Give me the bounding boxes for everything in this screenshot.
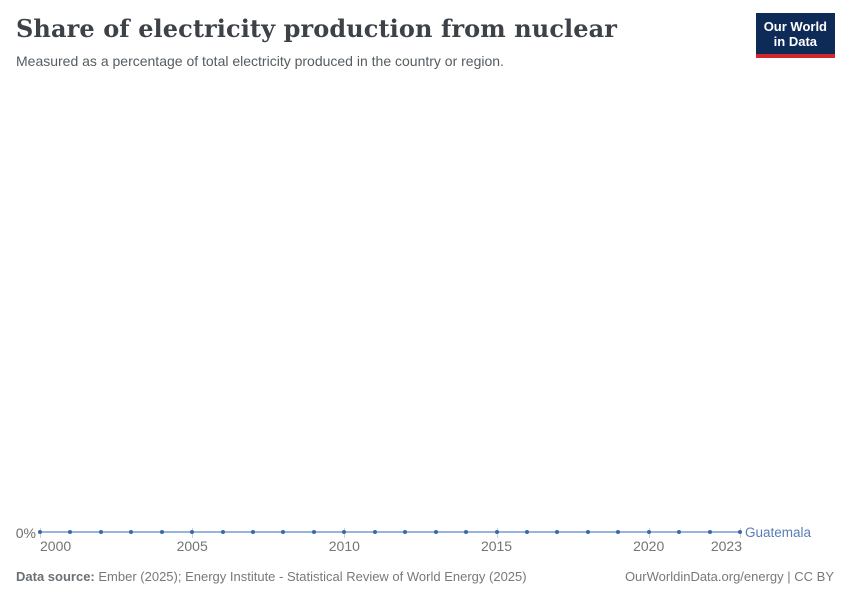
data-point-2004	[159, 530, 164, 534]
owid-logo-line2: in Data	[773, 34, 818, 49]
data-point-2002	[98, 530, 103, 534]
data-point-2021	[677, 530, 682, 534]
data-point-2019	[616, 530, 621, 534]
data-point-2012	[403, 530, 408, 534]
data-point-2022	[707, 530, 712, 534]
data-point-2001	[68, 530, 73, 534]
entity-label-guatemala[interactable]: Guatemala	[745, 525, 812, 540]
data-point-2017	[555, 530, 560, 534]
x-label-2023: 2023	[710, 538, 742, 554]
x-label-2005: 2005	[176, 538, 208, 554]
chart-title: Share of electricity production from nuc…	[16, 14, 618, 43]
y-axis-zero-label: 0%	[15, 525, 36, 541]
data-point-2016	[524, 530, 529, 534]
x-label-2015: 2015	[480, 538, 513, 554]
series-line-guatemala	[40, 531, 741, 533]
x-label-2020: 2020	[633, 538, 665, 554]
owid-logo[interactable]: Our World in Data	[755, 13, 835, 58]
data-point-2011	[372, 530, 377, 534]
data-point-2023	[738, 530, 742, 534]
x-label-2000: 2000	[40, 538, 72, 554]
data-point-2020	[646, 530, 651, 534]
data-point-2003	[129, 530, 134, 534]
data-point-2005	[190, 530, 195, 534]
x-label-2010: 2010	[328, 538, 360, 554]
chart-subtitle: Measured as a percentage of total electr…	[16, 53, 504, 69]
owid-logo-line1: Our World	[763, 19, 827, 34]
data-source-label: Data source:	[16, 569, 95, 584]
data-point-2006	[220, 530, 225, 534]
data-point-2015	[494, 530, 499, 534]
data-point-2007	[251, 530, 256, 534]
data-point-2014	[464, 530, 469, 534]
data-point-2000	[38, 530, 42, 534]
data-point-2018	[585, 530, 590, 534]
data-source-note: Data source: Ember (2025); Energy Instit…	[16, 569, 527, 584]
data-point-2013	[433, 530, 438, 534]
data-point-2009	[311, 530, 316, 534]
data-source-text: Ember (2025); Energy Institute - Statist…	[98, 569, 527, 584]
data-point-2008	[281, 530, 286, 534]
data-point-2010	[342, 530, 347, 534]
credit-link[interactable]: OurWorldinData.org/energy | CC BY	[624, 569, 834, 584]
